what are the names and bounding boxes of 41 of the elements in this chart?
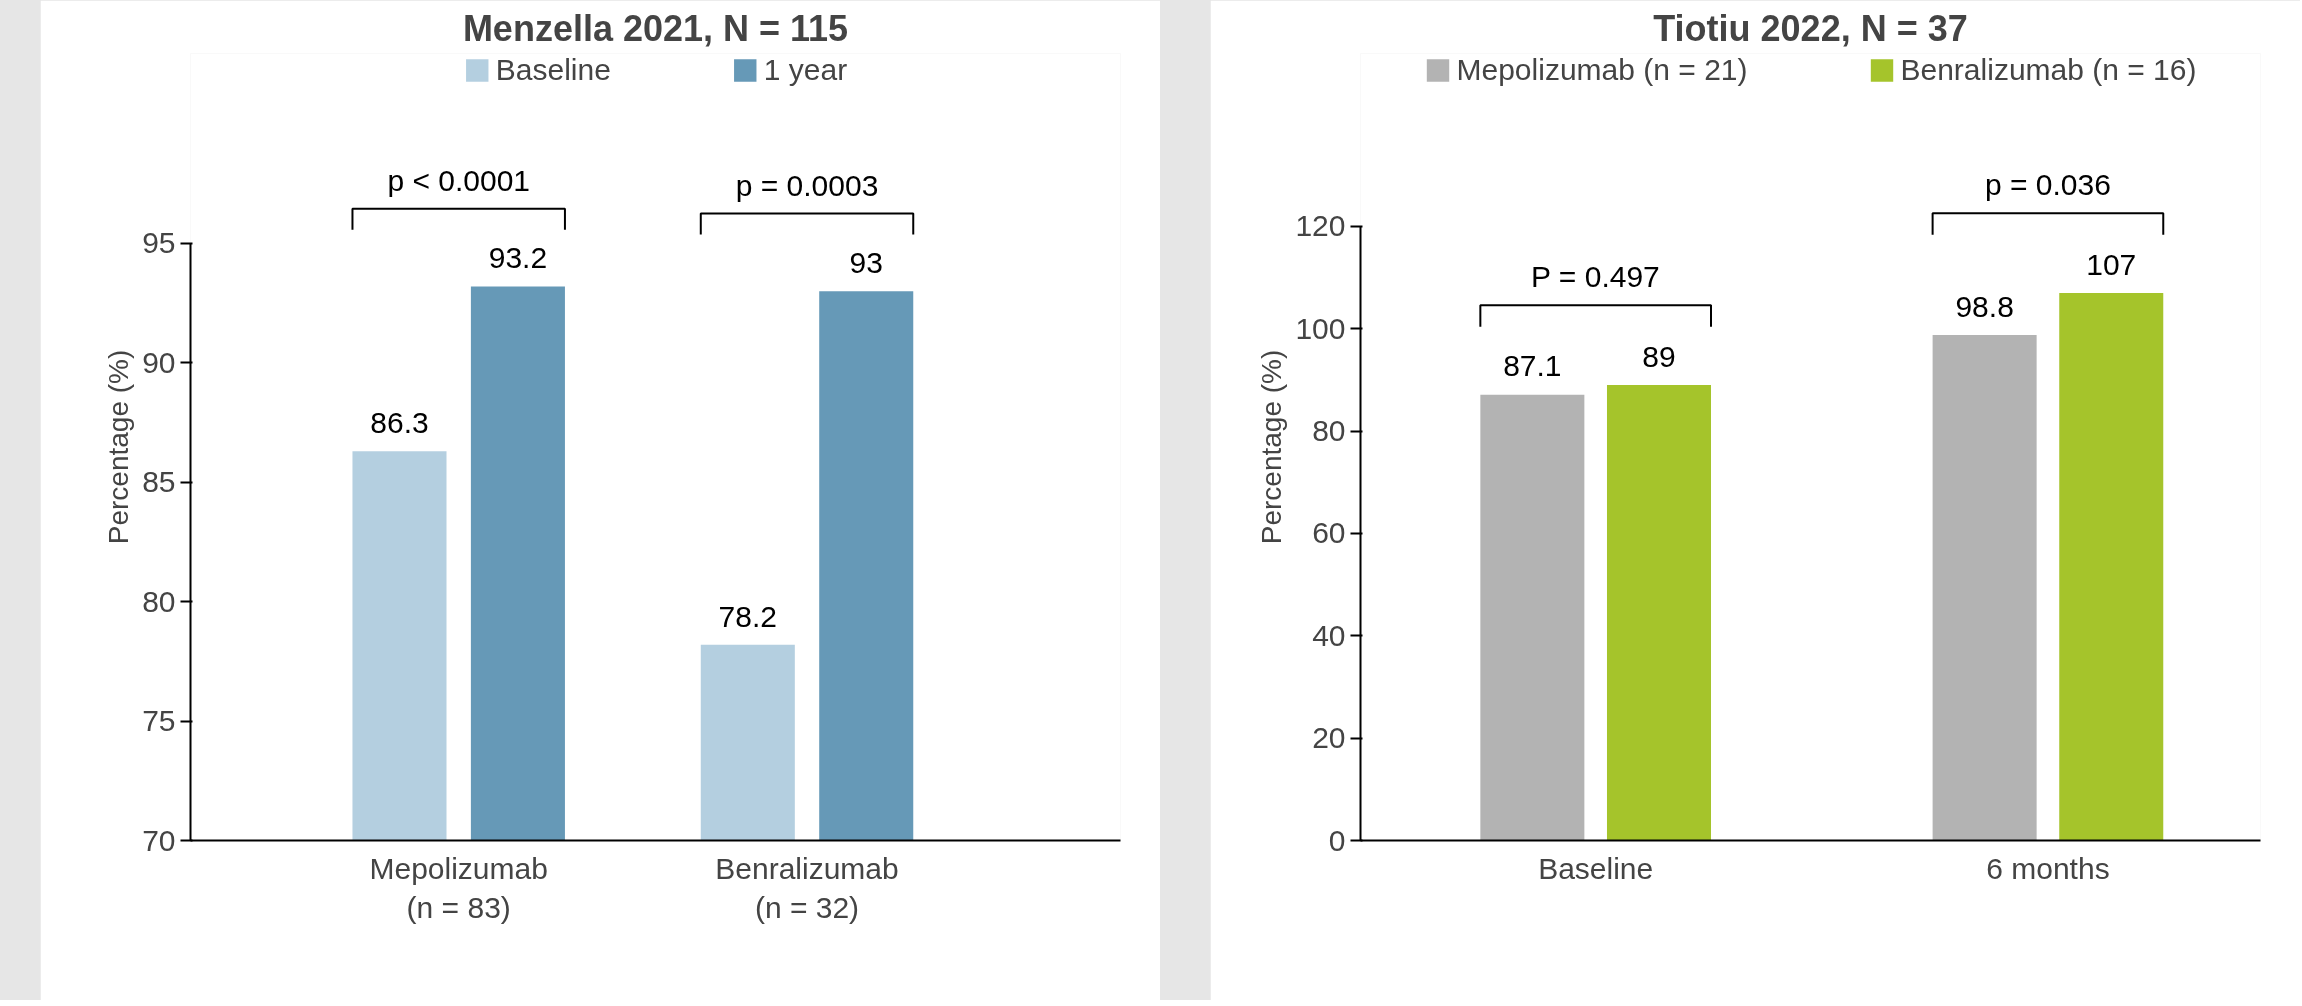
- data-label: 87.1: [1503, 349, 1562, 383]
- data-label: 98.8: [1955, 289, 2014, 323]
- chart-title: Menzella 2021, N = 115: [462, 7, 849, 49]
- x-tick-label: 6 months: [1986, 851, 2110, 885]
- text: p = 0.036: [1984, 167, 2111, 201]
- y-tick-label: 80: [142, 584, 176, 618]
- bar: [2059, 292, 2164, 841]
- y-tick-label: 70: [142, 823, 176, 857]
- text: p < 0.0001: [387, 163, 531, 197]
- annotation: P = 0.497: [1531, 259, 1660, 293]
- legend-label: 1 year: [763, 53, 848, 87]
- x-tick-label: Benralizumab (n = 32): [715, 851, 899, 925]
- chart-title: Tiotiu 2022, N = 37: [1653, 7, 1968, 49]
- y-tick-label: 100: [1295, 311, 1346, 345]
- y-axis-title: Percentage (%): [103, 349, 135, 545]
- y-tick-label: 90: [142, 345, 176, 379]
- text: p = 0.0003: [735, 168, 879, 202]
- data-label: 86.3: [370, 406, 429, 440]
- y-tick-label: 75: [142, 704, 176, 738]
- bar: [1480, 394, 1585, 841]
- data-label: 93: [849, 246, 883, 280]
- x-tick-label: Baseline: [1538, 851, 1654, 885]
- y-tick-label: 95: [142, 226, 176, 260]
- y-tick-label: 85: [142, 465, 176, 499]
- y-tick-label: 40: [1312, 618, 1346, 652]
- legend-label: Benralizumab (n = 16): [1900, 53, 2197, 87]
- data-label: 107: [2086, 247, 2137, 281]
- legend-label: Mepolizumab (n = 21): [1456, 53, 1748, 87]
- legend-label: Baseline: [495, 53, 611, 87]
- y-axis-title: Percentage (%): [1256, 349, 1288, 545]
- y-tick-label: 80: [1312, 414, 1346, 448]
- bar: [1932, 334, 2037, 841]
- y-tick-label: 60: [1312, 516, 1346, 550]
- bar: [1606, 385, 1711, 841]
- data-label: 78.2: [718, 599, 777, 633]
- x-tick-label: Mepolizumab (n = 83): [369, 851, 548, 925]
- y-tick-label: 20: [1312, 721, 1346, 755]
- y-tick-label: 0: [1328, 823, 1346, 857]
- data-label: 89: [1642, 339, 1676, 373]
- y-tick-label: 120: [1295, 209, 1346, 243]
- data-label: 93.2: [488, 241, 548, 275]
